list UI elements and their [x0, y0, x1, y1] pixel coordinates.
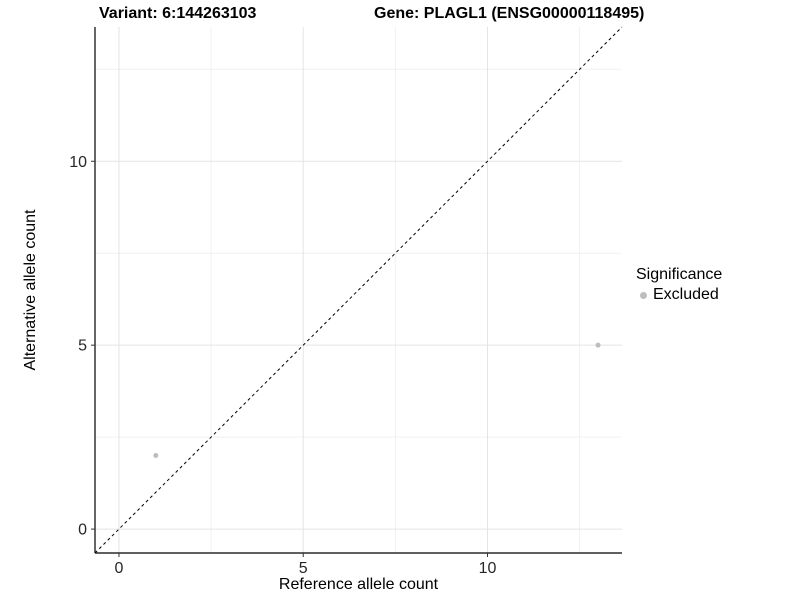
identity-line [94, 26, 623, 554]
x-tick-label: 0 [115, 560, 124, 577]
legend: Significance Excluded [636, 266, 722, 304]
x-tick-label: 10 [479, 560, 497, 577]
x-axis-title: Reference allele count [278, 576, 439, 593]
plot-title-gene: Gene: PLAGL1 (ENSG00000118495) [374, 5, 645, 22]
legend-entry-label: Excluded [653, 286, 719, 303]
y-tick-label: 10 [69, 154, 87, 171]
legend-entry: Excluded [636, 286, 722, 304]
x-tick-label: 5 [299, 560, 308, 577]
legend-point-icon [640, 291, 647, 299]
y-tick-label: 0 [78, 522, 87, 539]
data-point [595, 342, 601, 348]
plot-title-variant: Variant: 6:144263103 [99, 5, 257, 22]
y-tick-label: 5 [78, 338, 87, 355]
legend-title: Significance [636, 266, 723, 283]
data-point [153, 453, 159, 459]
y-axis-title: Alternative allele count [22, 209, 39, 371]
